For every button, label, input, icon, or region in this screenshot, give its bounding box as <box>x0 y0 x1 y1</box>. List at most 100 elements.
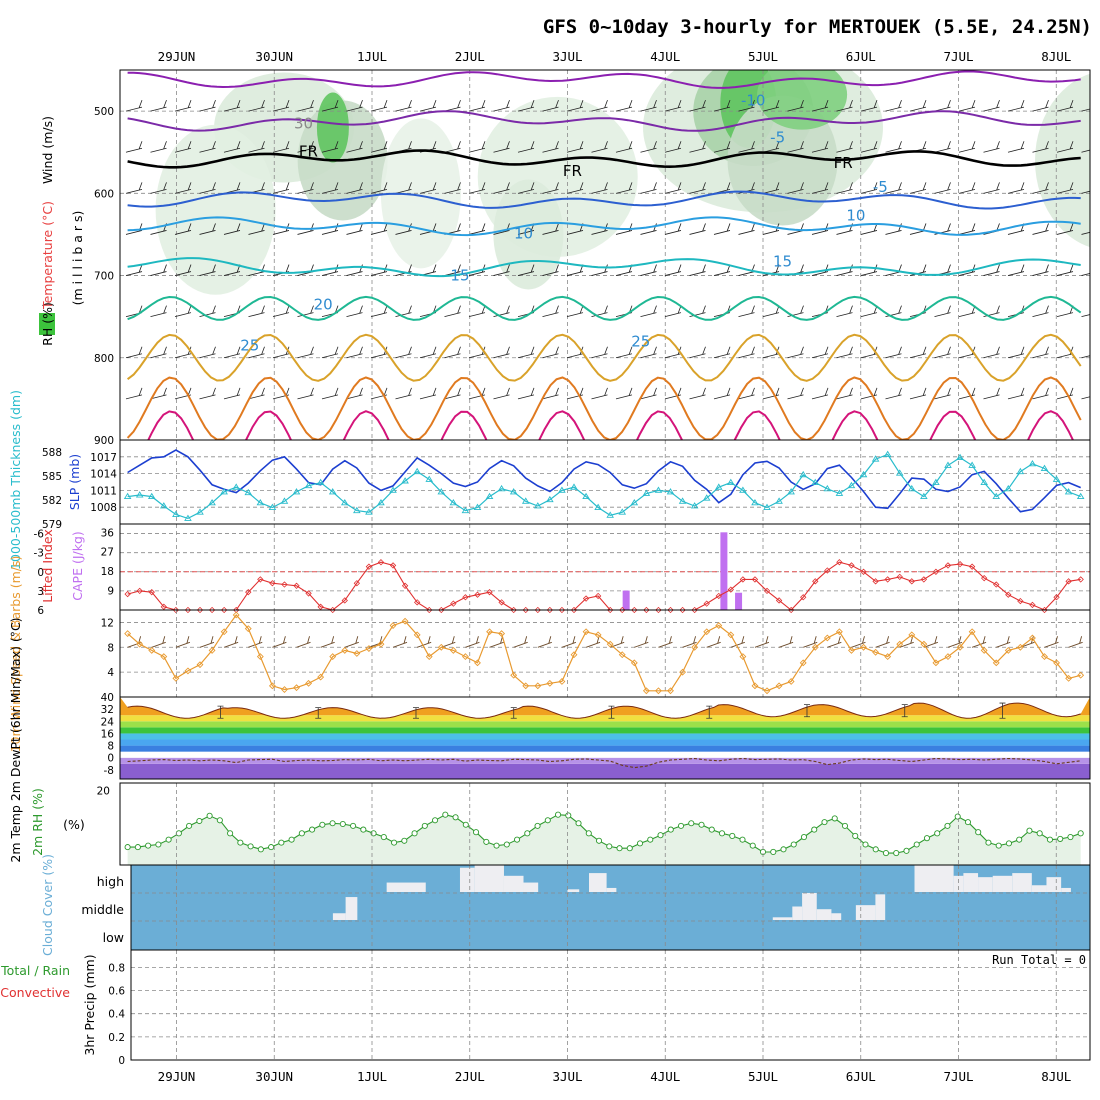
rh-point <box>606 843 613 850</box>
rh-point <box>893 850 900 857</box>
wind-barb <box>885 387 902 400</box>
lifted-index-point <box>184 606 192 614</box>
lifted-index-point <box>956 560 964 568</box>
thickness-point <box>871 455 880 462</box>
wind-barb <box>468 223 486 235</box>
cloud-bar <box>459 867 475 892</box>
wind-barb <box>199 305 216 318</box>
rh-tick-label: 20 <box>97 785 110 797</box>
wind-barb <box>395 99 412 112</box>
surface-wind-barb <box>199 636 215 648</box>
isotherms <box>126 70 1082 440</box>
upper-air-legend: RH (%) Temperature (°C) Wind (m/s) <box>39 116 55 346</box>
wind-speed-point <box>558 678 566 685</box>
wind-barb <box>566 182 584 194</box>
wind10m-panel: 4 8 12 <box>101 609 1091 698</box>
rh-point <box>360 826 367 833</box>
slp-tick-label: 1017 <box>90 452 117 464</box>
thickness-point <box>1076 492 1085 500</box>
wind-barb <box>174 305 192 318</box>
thickness-point <box>618 508 627 515</box>
wind-barb <box>934 99 951 112</box>
wind-barb <box>248 387 265 400</box>
wind-barb <box>125 305 143 318</box>
wind-speed-point <box>715 622 723 629</box>
wind-barb <box>860 99 878 112</box>
wind-barb <box>542 223 559 235</box>
cape-tick-label: 27 <box>101 547 114 559</box>
temperature-mask <box>120 697 1090 719</box>
lifted-index-label: Lifted Index <box>40 529 55 603</box>
precip-tick-label: 0.6 <box>108 986 125 998</box>
cloud-bar <box>474 865 504 892</box>
top-date-axis: 29JUN 30JUN 1JUL 2JUL 3JUL 4JUL 5JUL 6JUL 7JUL 8J… <box>158 49 1072 64</box>
thickness-point <box>256 498 265 506</box>
isotherm-label: -10 <box>741 91 766 109</box>
rh-point <box>739 836 746 843</box>
pressure-tick-label: 600 <box>94 188 114 200</box>
pressure-tick-label: 500 <box>94 106 114 118</box>
wind-barb <box>738 99 755 112</box>
upper-air-panel: -10 -5 FR FR FR -5 10 10 15 15 20 25 25 30 500 600 700 8… <box>94 69 1091 447</box>
lifted-index-point <box>353 580 361 587</box>
cape-tick-label: 9 <box>107 586 114 598</box>
thickness-point <box>377 498 385 506</box>
surface-wind-barb <box>175 636 191 648</box>
rh-point <box>923 835 931 842</box>
lifted-index-point <box>667 606 674 614</box>
cloud-bar <box>503 875 524 892</box>
wind-barb <box>199 99 216 112</box>
wind-barb <box>517 141 535 153</box>
wind-barb <box>640 141 657 153</box>
wind-speed-line <box>127 614 1081 692</box>
rh-point <box>257 846 264 853</box>
cloud-bar <box>831 913 842 920</box>
lifted-index-point <box>245 588 252 596</box>
thickness-point <box>678 497 687 504</box>
temperature-series <box>120 697 1090 769</box>
rh-point <box>483 838 490 845</box>
wind-speed-point <box>848 646 855 654</box>
cloud-bar <box>523 882 539 892</box>
wind-barb <box>1007 141 1025 153</box>
rh-point <box>1077 830 1084 837</box>
thickness-point <box>847 481 856 489</box>
wind-speed-point <box>896 640 904 648</box>
wind-barb <box>909 387 927 400</box>
isotherm-label: 30 <box>294 114 313 132</box>
isotherm-label: 25 <box>240 336 259 354</box>
wind-barb <box>811 346 829 359</box>
rh-point <box>452 814 459 821</box>
rh-point <box>237 839 244 846</box>
lifted-index-point <box>136 587 143 595</box>
rh-point <box>954 813 961 820</box>
surface-wind-barb <box>561 636 577 648</box>
wind-barb <box>885 141 902 153</box>
isotherm--10 <box>127 70 1081 89</box>
lifted-index-point <box>305 590 312 597</box>
wind-barb <box>836 346 853 359</box>
wind-barb <box>199 141 216 153</box>
thickness-point <box>642 489 651 496</box>
lifted-index-point <box>160 603 167 610</box>
rh-point <box>790 841 797 848</box>
thickness-point <box>558 486 566 493</box>
rh-point <box>247 843 254 850</box>
rh-point <box>319 821 326 828</box>
temperature-band <box>120 721 1090 728</box>
wind-barb <box>591 264 608 276</box>
rh-point <box>165 836 172 843</box>
rh-point <box>442 811 449 818</box>
wind-speed-point <box>630 659 638 667</box>
rh-point <box>473 829 480 836</box>
thickness-tick-label: 582 <box>42 495 62 507</box>
wind-barb <box>713 99 731 112</box>
wind-barb <box>640 264 657 276</box>
wind-barb <box>983 346 1000 359</box>
wind-barb <box>199 346 216 359</box>
rh-point <box>852 832 859 839</box>
temperature-whisker <box>315 707 322 719</box>
temperature-band <box>120 739 1090 746</box>
thickness-point <box>340 498 349 506</box>
cloud-bar <box>802 893 817 920</box>
